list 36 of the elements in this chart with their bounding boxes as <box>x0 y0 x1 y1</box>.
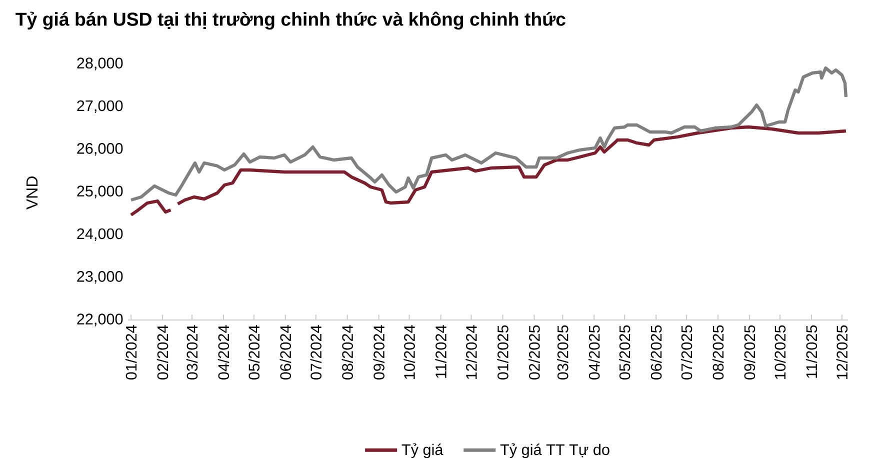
x-tick-label: 02/2024 <box>156 325 168 380</box>
x-tick-label: 06/2025 <box>650 325 662 380</box>
x-tick-label: 04/2025 <box>588 325 600 380</box>
x-tick-label: 05/2025 <box>618 325 630 380</box>
x-tick-label: 09/2025 <box>744 325 756 380</box>
x-tick-label: 06/2024 <box>280 325 292 380</box>
x-tick-label: 08/2025 <box>712 325 724 380</box>
x-tick-label: 01/2024 <box>125 325 137 380</box>
x-tick-label: 12/2024 <box>466 325 477 379</box>
x-tick-label: 12/2025 <box>836 325 848 379</box>
x-tick-label: 03/2024 <box>186 325 198 380</box>
chart-title: Tỷ giá bán USD tại thị trường chinh thức và không chinh thức <box>16 12 566 30</box>
x-tick-label: 11/2025 <box>806 325 818 378</box>
x-tick-label: 10/2024 <box>404 325 415 379</box>
line-series <box>129 66 848 202</box>
x-tick-label: 01/2025 <box>497 325 508 380</box>
y-tick-label: 23,000 <box>77 271 123 284</box>
x-tick-label: 11/2024 <box>435 325 446 378</box>
y-tick-label: 26,000 <box>77 143 123 156</box>
y-tick-label: 24,000 <box>77 228 123 242</box>
x-tick-label: 09/2024 <box>373 325 384 380</box>
x-tick-label: 03/2025 <box>557 325 568 380</box>
x-tick-label: 02/2025 <box>528 325 540 380</box>
x-tick-label: 05/2024 <box>248 325 260 380</box>
x-tick-label: 04/2024 <box>218 325 230 380</box>
x-tick-label: 08/2024 <box>342 325 353 380</box>
y-tick-label: 22,000 <box>77 314 123 326</box>
legend-label: Tỷ giá <box>402 443 444 458</box>
y-tick-label: 25,000 <box>77 186 123 198</box>
legend-label: Tỷ giá TT Tự do <box>500 443 610 458</box>
x-tick-label: 07/2024 <box>310 325 322 380</box>
x-tick-label: 10/2025 <box>774 325 786 379</box>
y-tick-label: 28,000 <box>77 58 123 70</box>
y-tick-label: 27,000 <box>77 100 123 114</box>
x-tick-label: 07/2025 <box>680 325 692 380</box>
y-axis-title: VND <box>26 176 38 210</box>
